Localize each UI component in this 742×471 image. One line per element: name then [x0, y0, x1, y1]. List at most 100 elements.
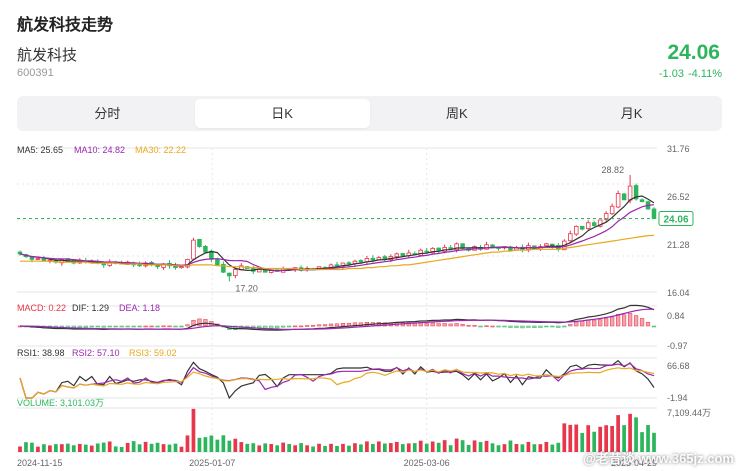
candle-body [603, 213, 609, 220]
kline-chart[interactable]: 24.06 28.82 17.20 MA5: 25.65 MA10: 24.82 MA30… [0, 136, 742, 471]
candle-body [137, 264, 142, 267]
candle-body [227, 272, 232, 277]
tab-monthly-k[interactable]: 月K [620, 106, 643, 121]
macd-bar [334, 323, 340, 327]
volume-bar [592, 431, 597, 452]
volume-bar [394, 441, 399, 452]
volume-bar [424, 443, 429, 452]
macd-bar [107, 325, 112, 328]
tab-daily-k[interactable]: 日K [194, 99, 370, 128]
y-tick-label: 31.76 [667, 144, 690, 154]
volume-bar [245, 443, 250, 452]
volume-bar [616, 415, 620, 452]
candle-body [633, 185, 639, 200]
volume-bar [586, 425, 591, 452]
candle-body [370, 257, 376, 261]
candle-body [544, 243, 549, 247]
macd-bar [113, 325, 118, 328]
macd-bar [526, 325, 531, 328]
y-tick-label: 26.52 [667, 192, 690, 202]
legend-dea: DEA: 1.18 [119, 303, 160, 313]
volume-bar [526, 441, 531, 452]
macd-bar [304, 325, 310, 327]
volume-bar [161, 444, 166, 452]
macd-bar [275, 325, 280, 329]
volume-bar [60, 444, 64, 452]
candle-body [597, 219, 603, 227]
current-price: 24.06 [667, 41, 720, 64]
volume-bar [89, 445, 94, 452]
volume-bar [329, 443, 333, 452]
candle-body [334, 264, 340, 267]
volume-bar [65, 443, 70, 452]
candle-body [221, 263, 226, 273]
macd-bar [442, 323, 447, 327]
candle-body [591, 222, 597, 226]
volume-bar [197, 437, 202, 452]
macd-y-tick: 0.84 [667, 311, 685, 321]
macd-bar [651, 325, 657, 328]
volume-bar [54, 444, 58, 452]
volume-bar [377, 441, 381, 452]
volume-bar [24, 442, 28, 452]
volume-bar [628, 413, 632, 452]
volume-bar [418, 440, 423, 452]
tab-weekly-k[interactable]: 周K [446, 106, 468, 121]
volume-bar [532, 444, 537, 452]
candle-body [35, 258, 41, 260]
macd-bar [179, 325, 184, 328]
macd-bar [328, 323, 334, 327]
macd-bar [568, 324, 573, 327]
macd-bar [645, 321, 651, 327]
macd-bar [502, 325, 507, 328]
macd-bar [101, 325, 106, 328]
volume-bar [269, 444, 274, 452]
volume-bar [436, 442, 441, 452]
macd-bar [621, 314, 627, 327]
volume-bar [562, 423, 567, 452]
macd-bar [430, 322, 435, 327]
change-amount: -1.03 [658, 68, 684, 80]
volume-bar [275, 445, 280, 452]
volume-bar [48, 445, 52, 452]
high-annotation: 28.82 [602, 165, 625, 175]
macd-bar [598, 319, 603, 327]
macd-bar [155, 325, 160, 328]
volume-bar [287, 444, 292, 452]
volume-bar [544, 441, 549, 452]
volume-bar [305, 445, 309, 452]
macd-bar [556, 325, 561, 328]
volume-bar [550, 444, 555, 452]
macd-bar [454, 323, 459, 327]
dea-line [19, 308, 655, 331]
candle-body [215, 258, 220, 266]
macd-bar [586, 319, 591, 327]
price-change: -1.03 -4.11% [659, 68, 722, 80]
macd-bar [269, 325, 274, 329]
macd-bar [299, 325, 304, 328]
tab-intraday[interactable]: 分时 [94, 106, 121, 121]
volume-bar [317, 443, 321, 452]
kline-chart-area[interactable]: 24.06 28.82 17.20 MA5: 25.65 MA10: 24.82 MA30… [0, 136, 742, 471]
volume-bar [496, 445, 501, 452]
volume-bar [131, 441, 136, 452]
rsi-y-tick: -1.94 [667, 393, 688, 403]
macd-bar [119, 325, 124, 328]
macd-bar [436, 323, 441, 327]
volume-bar [18, 446, 22, 452]
macd-bar [173, 325, 178, 328]
x-date-label: 2024-11-15 [17, 458, 62, 468]
volume-bar [484, 440, 489, 452]
macd-bar [520, 325, 525, 329]
period-tabs: 分时 日K 周K 月K [17, 96, 722, 131]
volume-bar [412, 443, 417, 452]
stock-name: 航发科技 [17, 47, 78, 64]
volume-bar [460, 440, 465, 452]
macd-bar [143, 325, 148, 328]
volume-bar [568, 424, 573, 452]
y-tick-label: 16.04 [667, 288, 690, 298]
macd-bar [137, 325, 142, 328]
macd-bar [77, 325, 82, 328]
volume-bar [478, 442, 483, 452]
volume-bar [514, 443, 519, 452]
